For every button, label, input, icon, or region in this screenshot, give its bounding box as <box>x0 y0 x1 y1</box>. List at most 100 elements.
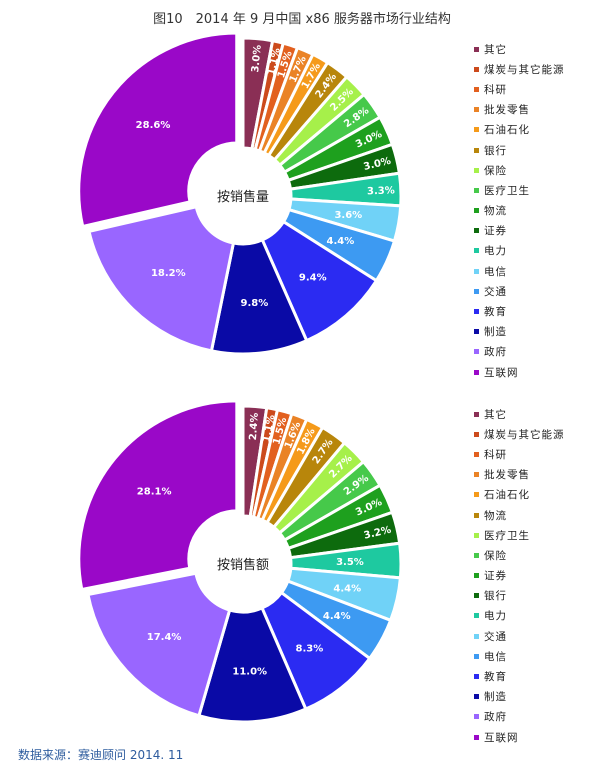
legend-label: 交通 <box>484 630 507 643</box>
legend-label: 保险 <box>484 549 507 562</box>
legend-item-2-12: 电信 <box>474 646 565 666</box>
legend-label: 政府 <box>484 346 507 359</box>
legend-item-1-2: 科研 <box>474 79 565 99</box>
slice-label-1-10: 3.3% <box>367 185 395 197</box>
legend-item-2-6: 医疗卫生 <box>474 525 565 545</box>
center-label-2: 按销售额 <box>217 557 269 573</box>
legend-label: 教育 <box>484 306 507 319</box>
slice-label-2-12: 4.4% <box>323 611 351 622</box>
slice-label-2-11: 4.4% <box>333 583 361 594</box>
legend-label: 物流 <box>484 509 507 522</box>
legend-label: 电力 <box>484 245 507 258</box>
legend-swatch <box>474 674 479 680</box>
legend-item-1-10: 电力 <box>474 241 565 261</box>
legend-swatch <box>474 714 479 720</box>
legend-swatch <box>474 127 479 133</box>
legend-label: 证券 <box>484 570 507 583</box>
legend-label: 教育 <box>484 671 507 684</box>
legend-label: 医疗卫生 <box>484 184 530 197</box>
legend-label: 石油石化 <box>484 124 530 137</box>
legend-by-volume: 其它 煤炭与其它能源 科研 批发零售 石油石化 银行 保险 医疗卫生 物流 证券 电力 电信 交通 教育制… <box>474 39 565 382</box>
legend-label: 石油石化 <box>484 489 530 502</box>
legend-item-1-11: 电信 <box>474 261 565 281</box>
legend-swatch <box>474 228 479 234</box>
legend-swatch <box>474 187 479 193</box>
legend-item-2-2: 科研 <box>474 444 565 464</box>
legend-label: 医疗卫生 <box>484 529 530 542</box>
legend-label: 批发零售 <box>484 104 530 117</box>
legend-swatch <box>474 46 479 52</box>
legend-swatch <box>474 147 479 153</box>
slice-label-1-14: 9.8% <box>241 298 269 309</box>
slice-label-1-12: 4.4% <box>327 236 355 247</box>
slice-label-2-13: 8.3% <box>296 643 324 654</box>
legend-item-2-3: 批发零售 <box>474 465 565 485</box>
legend-label: 制造 <box>484 326 507 339</box>
legend-label: 政府 <box>484 711 507 724</box>
legend-item-2-8: 证券 <box>474 566 565 586</box>
slice-2-15 <box>86 571 232 718</box>
legend-swatch <box>474 492 479 498</box>
legend-label: 电力 <box>484 610 507 623</box>
center-label-1: 按销售量 <box>217 189 269 205</box>
legend-swatch <box>474 633 479 639</box>
slice-label-2-0: 2.4% <box>248 412 261 440</box>
legend-item-1-7: 医疗卫生 <box>474 180 565 200</box>
legend-swatch <box>474 411 479 417</box>
legend-swatch <box>474 107 479 113</box>
legend-label: 银行 <box>484 144 507 157</box>
slice-label-1-13: 9.4% <box>299 273 327 284</box>
legend-item-2-10: 电力 <box>474 606 565 626</box>
donut-chart-by-volume: 3.0% 1.1%1.5%1.7%1.7%2.4%2.5%2.8%3.0%3.0%… <box>77 31 403 356</box>
legend-label: 物流 <box>484 205 507 218</box>
legend-label: 煤炭与其它能源 <box>484 428 565 441</box>
legend-swatch <box>474 268 479 274</box>
legend-label: 制造 <box>484 691 507 704</box>
slice-label-2-15: 17.4% <box>147 632 182 643</box>
donut-chart-by-revenue: 2.4% 1.1%1.5%1.6%1.8%2.7%2.7%2.9%3.0%3.2%… <box>77 399 403 724</box>
slice-label-2-16: 28.1% <box>137 486 172 497</box>
slice-label-1-11: 3.6% <box>334 210 362 221</box>
legend-swatch <box>474 734 479 740</box>
legend-swatch <box>474 573 479 579</box>
legend-label: 煤炭与其它能源 <box>484 63 565 76</box>
legend-item-2-16: 互联网 <box>474 727 565 747</box>
slice-label-1-15: 18.2% <box>151 268 186 279</box>
slice-1-15 <box>87 204 236 353</box>
legend-item-1-15: 政府 <box>474 342 565 362</box>
legend-item-2-9: 银行 <box>474 586 565 606</box>
legend-swatch <box>474 369 479 375</box>
slice-label-1-16: 28.6% <box>136 120 171 131</box>
legend-item-1-9: 证券 <box>474 221 565 241</box>
legend-swatch <box>474 532 479 538</box>
legend-label: 批发零售 <box>484 469 530 482</box>
legend-item-1-13: 教育 <box>474 301 565 321</box>
legend-swatch <box>474 248 479 254</box>
legend-swatch <box>474 329 479 335</box>
legend-item-1-12: 交通 <box>474 281 565 301</box>
legend-label: 证券 <box>484 225 507 238</box>
legend-item-2-5: 物流 <box>474 505 565 525</box>
legend-swatch <box>474 593 479 599</box>
legend-swatch <box>474 167 479 173</box>
legend-label: 保险 <box>484 164 507 177</box>
legend-item-2-4: 石油石化 <box>474 485 565 505</box>
slice-label-2-14: 11.0% <box>232 666 267 677</box>
legend-label: 银行 <box>484 590 507 603</box>
legend-swatch <box>474 451 479 457</box>
slice-label-1-0: 3.0% <box>250 44 264 73</box>
legend-swatch <box>474 208 479 214</box>
legend-label: 科研 <box>484 83 507 96</box>
legend-swatch <box>474 653 479 659</box>
legend-item-1-16: 互联网 <box>474 362 565 382</box>
legend-swatch <box>474 288 479 294</box>
legend-item-2-7: 保险 <box>474 545 565 565</box>
legend-label: 互联网 <box>484 366 519 379</box>
source-note: 数据来源：赛迪顾问 2014. 11 <box>18 748 184 762</box>
legend-swatch <box>474 431 479 437</box>
legend-swatch <box>474 694 479 700</box>
legend-label: 电信 <box>484 265 507 278</box>
legend-item-1-1: 煤炭与其它能源 <box>474 59 565 79</box>
legend-label: 其它 <box>484 408 507 421</box>
legend-label: 互联网 <box>484 731 519 744</box>
